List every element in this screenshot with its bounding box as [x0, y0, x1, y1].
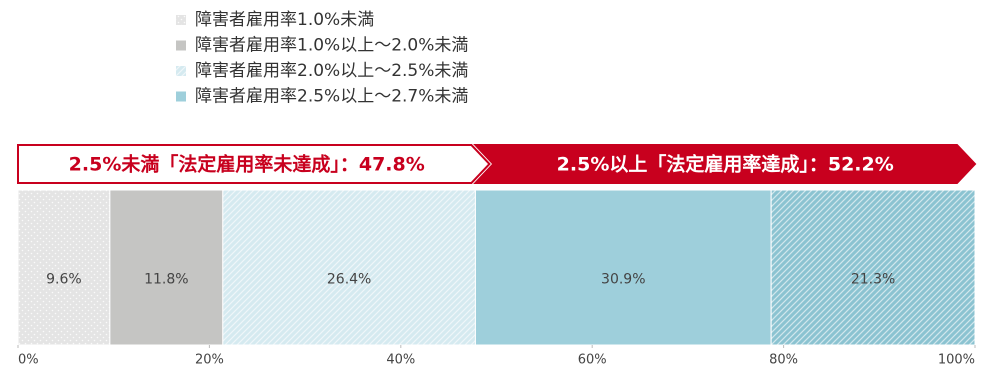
annotation-label: 2.5%未満「法定雇用率未達成」：47.8% [69, 153, 425, 176]
legend-label: 障害者雇用率1.0%以上～2.0%未満 [195, 36, 468, 56]
value-label: 30.9% [601, 272, 645, 288]
value-label: 26.4% [327, 272, 371, 288]
value-label: 9.6% [46, 272, 82, 288]
legend-label: 障害者雇用率1.0%未満 [195, 10, 374, 30]
x-tick-label: 20% [195, 353, 224, 368]
annotation-label: 2.5%以上「法定雇用率達成」：52.2% [557, 153, 894, 176]
bar-segment [474, 189, 772, 346]
annotation-arrow [473, 144, 977, 184]
legend-swatch [176, 91, 186, 102]
legend-swatch [176, 66, 186, 76]
legend-label: 障害者雇用率2.5%以上～2.7%未満 [195, 87, 468, 107]
bar-segment [109, 189, 224, 346]
value-label: 21.3% [851, 272, 895, 288]
value-label: 11.8% [144, 272, 188, 288]
annotation-arrow [17, 144, 491, 184]
bar-segment [770, 189, 976, 346]
legend-swatch [176, 15, 186, 25]
x-tick-label: 0% [18, 353, 39, 368]
x-tick-label: 60% [578, 353, 607, 368]
x-tick-label: 80% [769, 353, 798, 368]
legend-label: 障害者雇用率2.0%以上～2.5%未満 [195, 61, 468, 81]
x-tick-label: 100% [938, 353, 975, 368]
bar-segment [17, 189, 111, 346]
legend-swatch [176, 40, 186, 51]
x-tick-label: 40% [386, 353, 415, 368]
bar-segment [222, 189, 476, 346]
